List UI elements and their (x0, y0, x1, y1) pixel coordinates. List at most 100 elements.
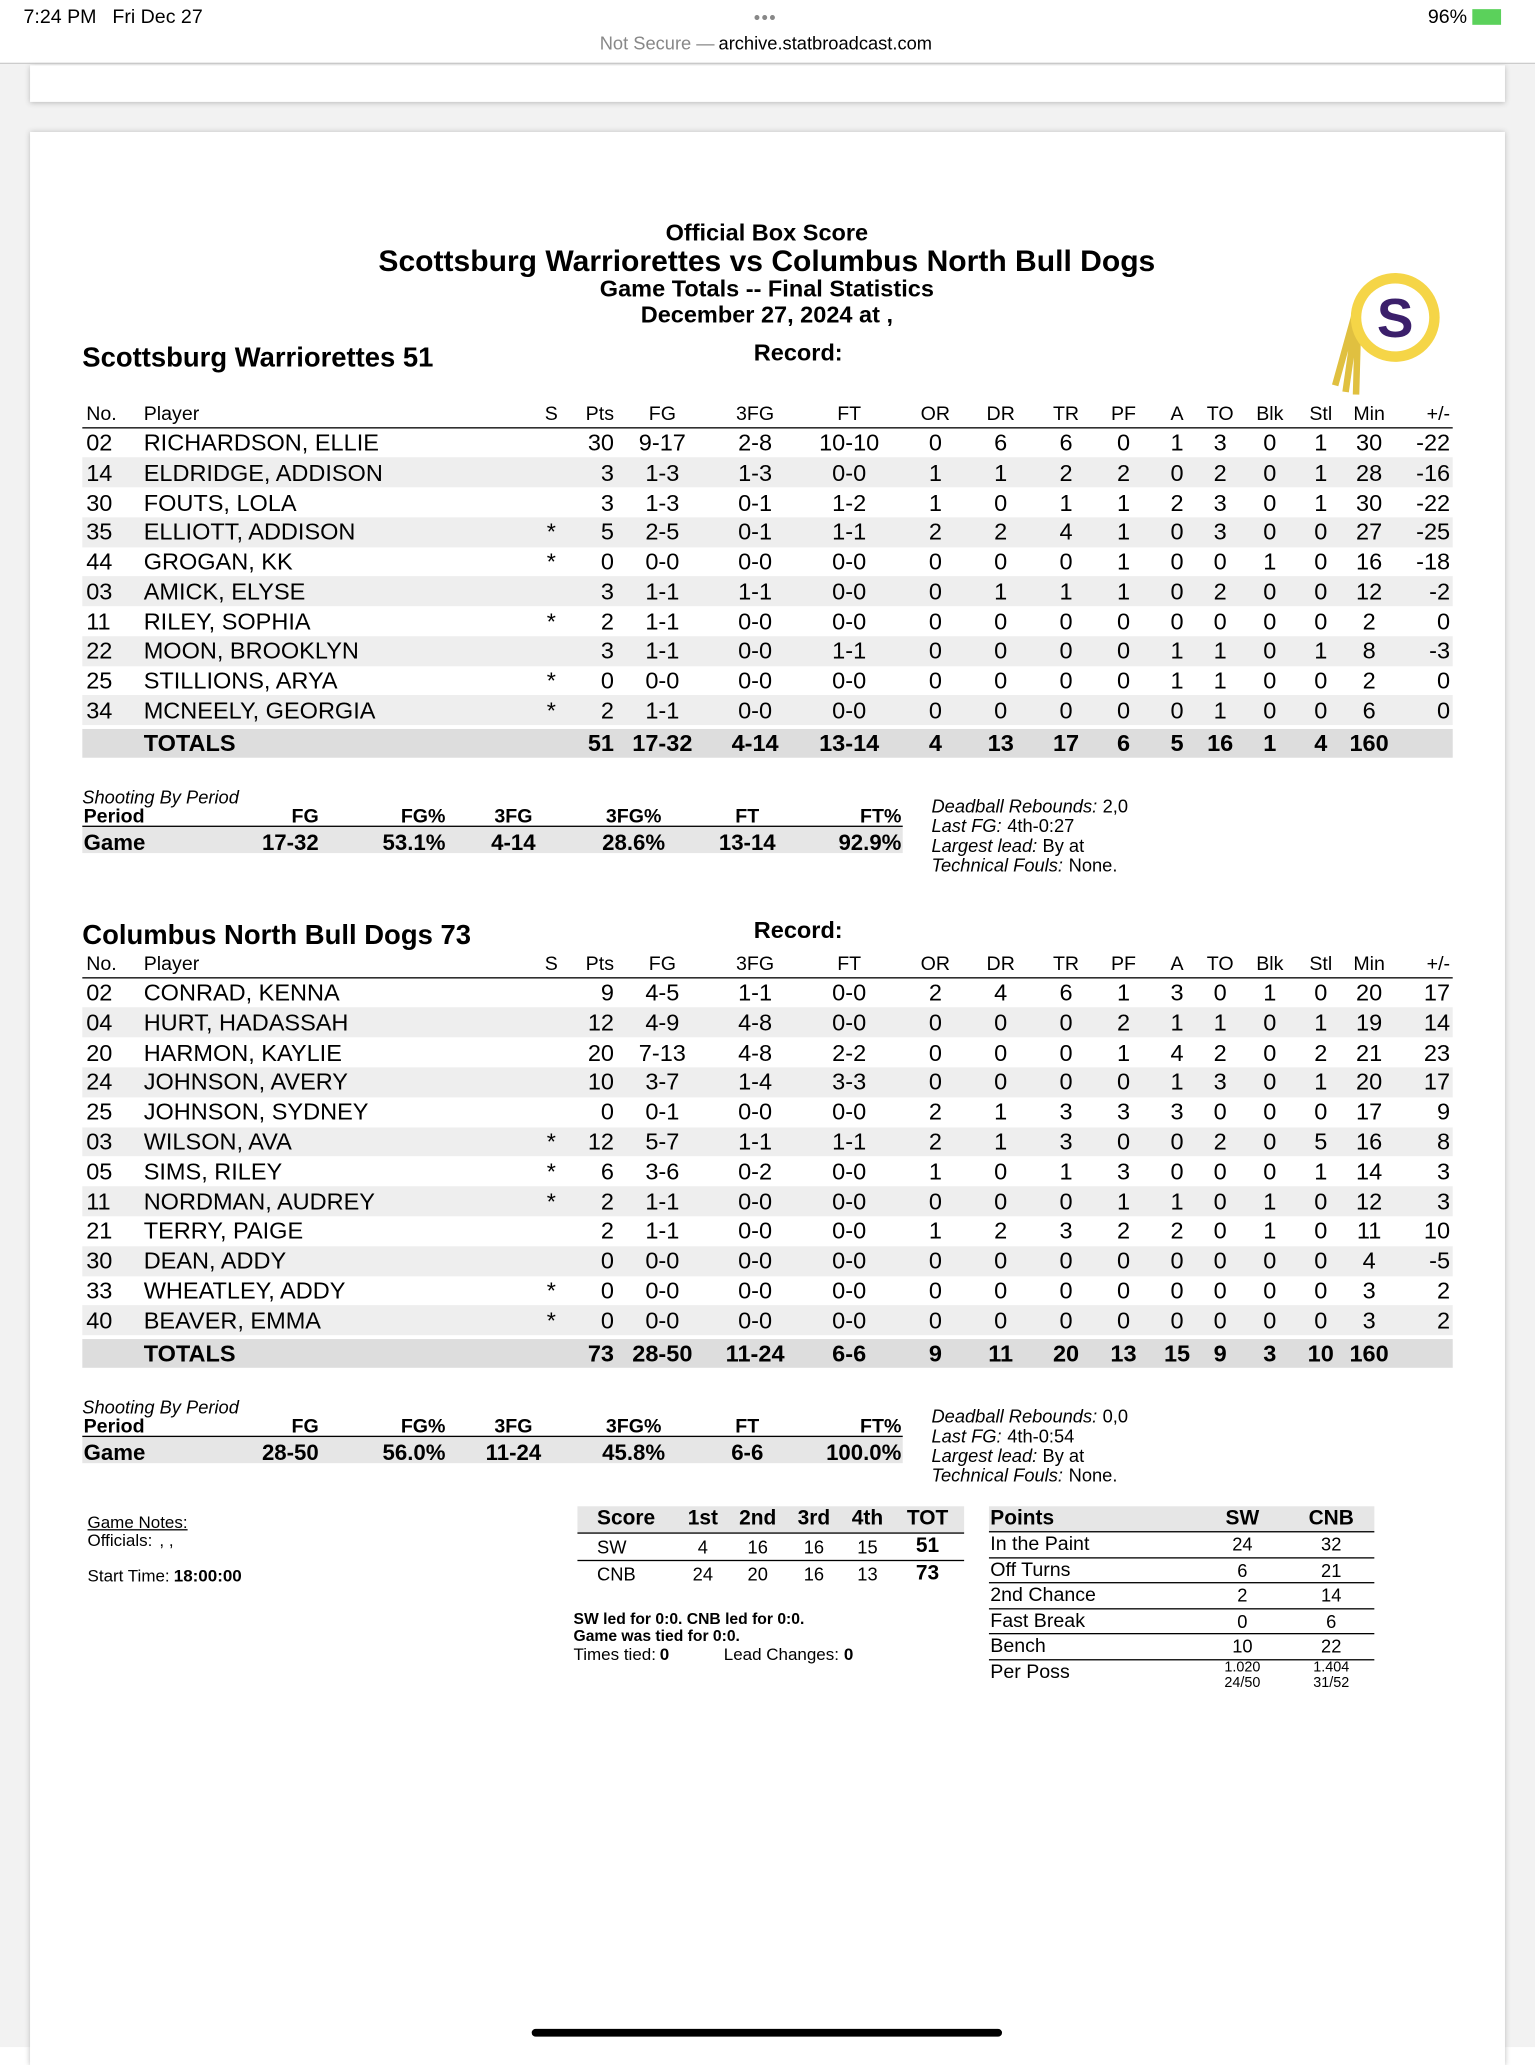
cell: 23 (1423, 1039, 1451, 1066)
cell: 0 (928, 637, 942, 664)
cell: 1 (1314, 489, 1328, 516)
cell: 0 (600, 1307, 615, 1334)
cell: 2 (1170, 1218, 1184, 1245)
cell: 1 (1059, 578, 1073, 605)
cell: 0 (1170, 578, 1184, 605)
totals-cell: 13 (987, 729, 1014, 756)
logo-letter: S (1377, 287, 1414, 349)
cell: 0 (928, 1307, 942, 1334)
cell: 1-3 (645, 459, 680, 486)
cell: 0 (600, 1277, 615, 1304)
cell: ELLIOTT, ADDISON (143, 518, 356, 546)
column-header: TO (1206, 403, 1234, 426)
matchup: Scottsburg Warriorettes vs Columbus Nort… (378, 243, 1156, 278)
cell: 1 (1059, 489, 1073, 516)
cell: 1 (1116, 979, 1131, 1006)
cell: 6 (1059, 429, 1073, 456)
cell: 1-1 (645, 608, 680, 635)
cell: * (546, 1188, 556, 1215)
cell: 1 (1116, 548, 1131, 575)
cell: 0-0 (832, 979, 867, 1006)
cell: 3 (600, 578, 615, 605)
note-label: Last FG: (931, 1425, 1002, 1447)
cell: 2 (1116, 1218, 1131, 1245)
cell: 2 (1213, 459, 1227, 486)
cell: 9 (1437, 1098, 1451, 1126)
cell: 0-1 (738, 489, 773, 516)
cell: 1-1 (645, 697, 680, 724)
score-cell: SW (597, 1536, 627, 1558)
cell: 20 (1356, 1069, 1383, 1096)
url: archive.statbroadcast.com (718, 32, 932, 54)
cell: ELDRIDGE, ADDISON (143, 459, 383, 486)
points-cell: Per Poss (990, 1660, 1070, 1683)
menu-dots[interactable]: ••• (753, 6, 777, 28)
home-indicator (531, 2028, 1003, 2037)
column-header: TR (1052, 403, 1080, 426)
totals-cell: 11 (988, 1339, 1014, 1366)
cell: 0 (994, 1009, 1008, 1036)
cell: 11 (86, 1188, 111, 1215)
column-header: Stl (1309, 403, 1333, 426)
cell: 12 (587, 1128, 615, 1155)
cell: 0-0 (738, 637, 773, 664)
cell: 12 (1356, 578, 1383, 605)
row-shade (82, 1186, 1453, 1217)
points-rule (988, 1582, 1375, 1584)
lead-note: Game was tied for 0:0. (573, 1626, 740, 1645)
cell: 02 (86, 979, 113, 1006)
cell: NORDMAN, AUDREY (143, 1188, 375, 1215)
cell: * (546, 1128, 556, 1155)
cell: 0 (600, 667, 615, 694)
cell: 0 (928, 1277, 942, 1304)
totals-cell: 4 (928, 729, 942, 756)
cell: 0 (1213, 1098, 1227, 1126)
cell: 7-13 (638, 1039, 686, 1066)
score-cell: 73 (915, 1562, 940, 1585)
cell: 1-4 (738, 1069, 773, 1096)
score-header: Score (597, 1507, 656, 1530)
cell: 4-5 (645, 979, 680, 1006)
cell: 3 (1059, 1098, 1073, 1126)
per-poss-cell: 31/52 (1313, 1674, 1350, 1691)
cell: 2 (1213, 578, 1227, 605)
totals-shade (82, 1338, 1453, 1368)
cell: 4 (1059, 518, 1073, 546)
cell: 0 (1170, 1307, 1184, 1334)
battery: 96% (1427, 5, 1468, 29)
cell: 3 (1213, 429, 1227, 456)
column-header: +/- (1426, 403, 1451, 426)
cell: 21 (86, 1218, 113, 1245)
cell: 17 (1423, 1069, 1451, 1096)
cell: JOHNSON, SYDNEY (143, 1098, 369, 1126)
totals-cell: 17 (1052, 729, 1080, 756)
cell: 10 (1423, 1218, 1451, 1245)
column-header: 3FG (736, 953, 775, 976)
points-header-shade (988, 1506, 1375, 1533)
cell: 9-17 (638, 429, 686, 456)
score-cell: CNB (597, 1563, 636, 1585)
cell: 30 (86, 489, 113, 516)
shooting-header: 3FG% (605, 805, 662, 828)
score-rule (577, 1532, 965, 1534)
cell: 1 (994, 459, 1008, 486)
cell: 4-8 (738, 1009, 773, 1036)
column-header: Stl (1309, 953, 1333, 976)
cell: 5 (1314, 1128, 1328, 1155)
totals-cell: 5 (1170, 729, 1184, 756)
cell: 0 (994, 1069, 1008, 1096)
column-header: No. (86, 953, 117, 976)
lead-note: SW led for 0:0. CNB led for 0:0. (573, 1609, 805, 1628)
cell: 2 (600, 1188, 615, 1215)
cell: 0 (600, 1247, 615, 1274)
cell: -18 (1416, 548, 1451, 575)
totals-cell: TOTALS (143, 729, 236, 756)
cell: 0 (928, 548, 942, 575)
cell: 0-1 (738, 518, 773, 546)
cell: 1 (1263, 1218, 1277, 1245)
cell: FOUTS, LOLA (143, 489, 297, 516)
cell: 0 (1059, 697, 1073, 724)
totals-cell: 9 (928, 1339, 942, 1366)
cell: 28 (1356, 459, 1383, 486)
score-cell: 13 (857, 1563, 878, 1585)
